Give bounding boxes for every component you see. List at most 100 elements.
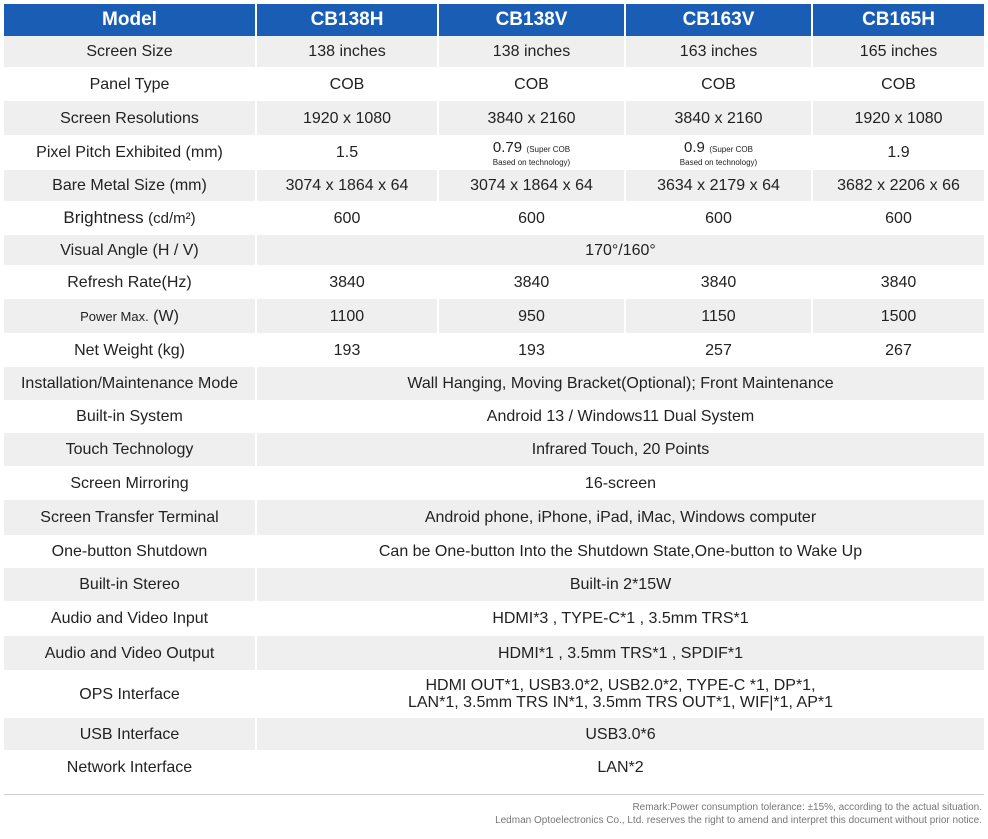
row-stereo: Built-in Stereo Built-in 2*15W bbox=[4, 568, 984, 601]
cell-value: COB bbox=[256, 67, 439, 101]
row-builtin-system: Built-in System Android 13 / Windows11 D… bbox=[4, 400, 984, 433]
pitch-note: Based on technology) bbox=[679, 157, 758, 167]
cell-value: 193 bbox=[438, 333, 626, 367]
spec-table: Model CB138H CB138V CB163V CB165H Screen… bbox=[4, 4, 984, 784]
row-label: Installation/Maintenance Mode bbox=[4, 367, 257, 400]
cell-value-span: Can be One-button Into the Shutdown Stat… bbox=[256, 535, 984, 568]
cell-value: COB bbox=[438, 67, 626, 101]
footer-remark: Remark:Power consumption tolerance: ±15%… bbox=[495, 801, 982, 827]
cell-value: 1.9 bbox=[812, 135, 984, 170]
cell-value: 3074 x 1864 x 64 bbox=[438, 170, 626, 201]
model-cb138v: CB138V bbox=[438, 4, 626, 36]
cell-value: 3682 x 2206 x 66 bbox=[812, 170, 984, 201]
row-refresh-rate: Refresh Rate(Hz) 3840 3840 3840 3840 bbox=[4, 265, 984, 299]
cell-value: 3840 bbox=[438, 265, 626, 299]
row-ops: OPS Interface HDMI OUT*1, USB3.0*2, USB2… bbox=[4, 670, 984, 718]
cell-value: 600 bbox=[812, 201, 984, 235]
cell-value-span: 170°/160° bbox=[256, 235, 984, 265]
row-av-input: Audio and Video Input HDMI*3 , TYPE-C*1 … bbox=[4, 601, 984, 636]
pitch-super: (Super COB bbox=[526, 144, 571, 154]
row-installation: Installation/Maintenance Mode Wall Hangi… bbox=[4, 367, 984, 400]
cell-value-span: Android phone, iPhone, iPad, iMac, Windo… bbox=[256, 500, 984, 535]
cell-value: 1.5 bbox=[256, 135, 439, 170]
row-label: Built-in System bbox=[4, 400, 257, 433]
cell-value: 163 inches bbox=[625, 36, 813, 67]
cell-value-span: LAN*2 bbox=[256, 750, 984, 784]
cell-value: 3840 bbox=[256, 265, 439, 299]
row-av-output: Audio and Video Output HDMI*1 , 3.5mm TR… bbox=[4, 636, 984, 670]
row-label: Refresh Rate(Hz) bbox=[4, 265, 257, 299]
model-cb138h: CB138H bbox=[256, 4, 439, 36]
cell-value: 950 bbox=[438, 299, 626, 333]
row-net-weight: Net Weight (kg) 193 193 257 267 bbox=[4, 333, 984, 367]
row-label: Net Weight (kg) bbox=[4, 333, 257, 367]
label-main: Brightness bbox=[63, 208, 144, 227]
row-screen-size: Screen Size 138 inches 138 inches 163 in… bbox=[4, 36, 984, 67]
label-unit: (W) bbox=[153, 307, 179, 325]
row-panel-type: Panel Type COB COB COB COB bbox=[4, 67, 984, 101]
pitch-main: 0.79 bbox=[492, 138, 523, 156]
ops-line-2: LAN*1, 3.5mm TRS IN*1, 3.5mm TRS OUT*1, … bbox=[407, 694, 834, 711]
row-label: Screen Resolutions bbox=[4, 101, 257, 135]
row-label: Pixel Pitch Exhibited (mm) bbox=[4, 135, 257, 170]
cell-value: 1150 bbox=[625, 299, 813, 333]
ops-line-1: HDMI OUT*1, USB3.0*2, USB2.0*2, TYPE-C *… bbox=[425, 677, 816, 694]
cell-value: 600 bbox=[438, 201, 626, 235]
cell-value: 3074 x 1864 x 64 bbox=[256, 170, 439, 201]
pitch-note: Based on technology) bbox=[492, 157, 571, 167]
cell-value: 600 bbox=[625, 201, 813, 235]
cell-value: 3840 x 2160 bbox=[625, 101, 813, 135]
cell-value: COB bbox=[625, 67, 813, 101]
cell-value: 600 bbox=[256, 201, 439, 235]
row-resolution: Screen Resolutions 1920 x 1080 3840 x 21… bbox=[4, 101, 984, 135]
cell-value-span: HDMI*3 , TYPE-C*1 , 3.5mm TRS*1 bbox=[256, 601, 984, 636]
row-shutdown: One-button Shutdown Can be One-button In… bbox=[4, 535, 984, 568]
cell-value-span: Infrared Touch, 20 Points bbox=[256, 433, 984, 466]
cell-value: 165 inches bbox=[812, 36, 984, 67]
footer-divider bbox=[4, 794, 984, 795]
cell-value: 257 bbox=[625, 333, 813, 367]
cell-value-pitch: 0.9 (Super COB Based on technology) bbox=[625, 135, 813, 170]
header-row: Model CB138H CB138V CB163V CB165H bbox=[4, 4, 984, 36]
row-touch: Touch Technology Infrared Touch, 20 Poin… bbox=[4, 433, 984, 466]
cell-value-pitch: 0.79 (Super COB Based on technology) bbox=[438, 135, 626, 170]
row-label: Panel Type bbox=[4, 67, 257, 101]
cell-value: 1920 x 1080 bbox=[812, 101, 984, 135]
row-visual-angle: Visual Angle (H / V) 170°/160° bbox=[4, 235, 984, 265]
cell-value-span: HDMI OUT*1, USB3.0*2, USB2.0*2, TYPE-C *… bbox=[256, 670, 984, 718]
pitch-main: 0.9 bbox=[684, 138, 705, 156]
cell-value: 1920 x 1080 bbox=[256, 101, 439, 135]
remark-text: Remark:Power consumption tolerance: ±15%… bbox=[632, 802, 982, 813]
cell-value: COB bbox=[812, 67, 984, 101]
row-label: Audio and Video Output bbox=[4, 636, 257, 670]
row-network: Network Interface LAN*2 bbox=[4, 750, 984, 784]
row-label: OPS Interface bbox=[4, 670, 257, 718]
cell-value: 3634 x 2179 x 64 bbox=[625, 170, 813, 201]
row-label: Touch Technology bbox=[4, 433, 257, 466]
row-label: Brightness (cd/m²) bbox=[4, 201, 257, 235]
cell-value-span: 16-screen bbox=[256, 466, 984, 500]
row-label: Screen Transfer Terminal bbox=[4, 500, 257, 535]
cell-value-span: Wall Hanging, Moving Bracket(Optional); … bbox=[256, 367, 984, 400]
row-mirroring: Screen Mirroring 16-screen bbox=[4, 466, 984, 500]
label-main: Power Max. bbox=[80, 308, 149, 324]
row-bare-metal: Bare Metal Size (mm) 3074 x 1864 x 64 30… bbox=[4, 170, 984, 201]
cell-value: 3840 bbox=[812, 265, 984, 299]
model-cb165h: CB165H bbox=[812, 4, 984, 36]
cell-value: 1100 bbox=[256, 299, 439, 333]
row-transfer-terminal: Screen Transfer Terminal Android phone, … bbox=[4, 500, 984, 535]
row-power-max: Power Max. (W) 1100 950 1150 1500 bbox=[4, 299, 984, 333]
cell-value-span: USB3.0*6 bbox=[256, 718, 984, 750]
row-label: Network Interface bbox=[4, 750, 257, 784]
model-cb163v: CB163V bbox=[625, 4, 813, 36]
row-brightness: Brightness (cd/m²) 600 600 600 600 bbox=[4, 201, 984, 235]
cell-value: 193 bbox=[256, 333, 439, 367]
row-label: Screen Mirroring bbox=[4, 466, 257, 500]
row-label: Bare Metal Size (mm) bbox=[4, 170, 257, 201]
row-label: Audio and Video Input bbox=[4, 601, 257, 636]
model-header: Model bbox=[4, 4, 257, 36]
label-unit: (cd/m²) bbox=[148, 210, 196, 227]
cell-value: 138 inches bbox=[256, 36, 439, 67]
row-label: One-button Shutdown bbox=[4, 535, 257, 568]
row-label: Visual Angle (H / V) bbox=[4, 235, 257, 265]
